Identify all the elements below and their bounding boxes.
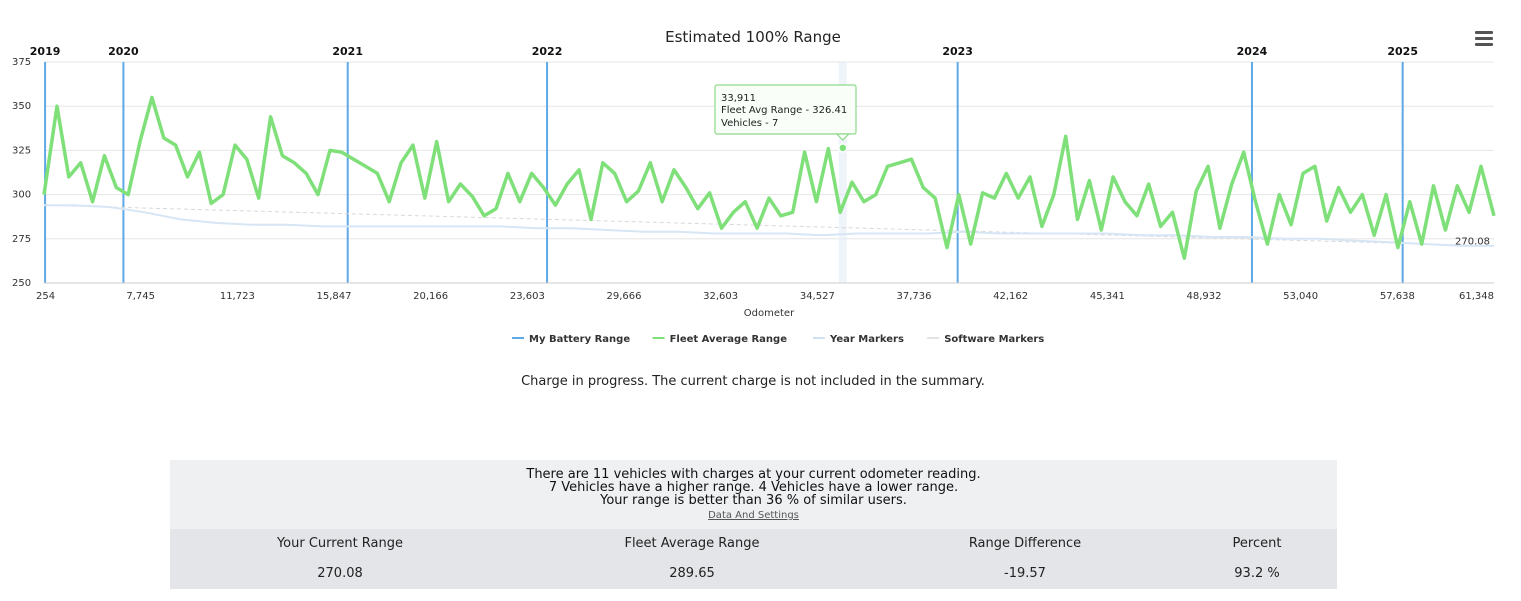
year-marker-label: 2020 (108, 45, 139, 58)
x-tick-label: 20,166 (413, 291, 448, 302)
menu-icon-bar (1475, 43, 1493, 46)
tooltip-range: Fleet Avg Range - 326.41 (721, 105, 847, 116)
x-tick-label: 29,666 (607, 291, 642, 302)
y-tick-label: 300 (12, 190, 31, 201)
chart-legend[interactable]: My Battery Range Fleet Average Range Year … (512, 334, 1044, 345)
range-chart: 2019 2020 2021 2022 2023 2024 2025 270.08 2502… (12, 28, 1496, 345)
stat-value: -19.57 (1004, 566, 1046, 581)
tooltip-box (714, 84, 857, 135)
x-tick-label: 32,603 (703, 291, 738, 302)
tooltip-vehicles: Vehicles - 7 (721, 118, 778, 129)
stat-fleet-average: Fleet Average Range 289.65 (582, 529, 802, 581)
legend-item[interactable]: Year Markers (813, 334, 904, 345)
stat-label: Fleet Average Range (624, 536, 760, 551)
year-marker-label: 2024 (1237, 45, 1268, 58)
tooltip-pointer (835, 133, 851, 141)
axes: 250 275 300 325 350 375 254 7,745 11,723 15,847 20… (12, 57, 1494, 302)
chart-title: Estimated 100% Range (665, 28, 841, 46)
y-tick-label: 375 (12, 57, 31, 68)
year-marker-label: 2025 (1387, 45, 1418, 58)
end-value-label: 270.08 (1455, 236, 1490, 247)
x-tick-label: 42,162 (993, 291, 1028, 302)
legend-label: Fleet Average Range (670, 334, 788, 345)
legend-item[interactable]: Software Markers (927, 334, 1044, 345)
trend-line (43, 204, 1495, 247)
stat-label: Your Current Range (276, 536, 404, 551)
year-marker-label: 2022 (532, 45, 563, 58)
legend-label: Year Markers (829, 334, 904, 345)
summary-line-3: Your range is better than 36 % of simila… (600, 493, 907, 508)
x-tick-label: 37,736 (897, 291, 932, 302)
stat-label: Percent (1232, 536, 1282, 551)
x-tick-label: 15,847 (317, 291, 352, 302)
legend-item[interactable]: My Battery Range (512, 334, 630, 345)
stat-value: 270.08 (317, 566, 363, 581)
data-settings-link[interactable]: Data And Settings (708, 510, 799, 521)
series-fleet-average-range (42, 95, 1496, 260)
x-tick-label: 53,040 (1283, 291, 1318, 302)
hover-band (838, 62, 847, 283)
x-tick-label: 57,638 (1380, 291, 1415, 302)
x-tick-label: 11,723 (220, 291, 255, 302)
chart-menu-button[interactable] (1472, 28, 1496, 50)
summary-line-2: 7 Vehicles have a higher range. 4 Vehicl… (548, 480, 959, 495)
tooltip-point (838, 143, 848, 153)
x-tick-label: 34,527 (800, 291, 835, 302)
summary-text: There are 11 vehicles with charges at yo… (170, 460, 1337, 522)
legend-item[interactable]: Fleet Average Range (652, 334, 788, 345)
y-tick-label: 325 (12, 145, 31, 156)
stats-table: Your Current Range 270.08 Fleet Average … (170, 529, 1337, 589)
series-my-battery-range (44, 204, 1494, 247)
charge-notice: Charge in progress. The current charge i… (521, 374, 985, 389)
x-tick-label: 61,348 (1459, 291, 1494, 302)
x-tick-label: 7,745 (126, 291, 155, 302)
series-lines: 270.08 (42, 95, 1496, 260)
y-tick-label: 275 (12, 234, 31, 245)
x-tick-label: 254 (36, 291, 55, 302)
menu-icon-bar (1475, 31, 1493, 34)
menu-icon-bar (1475, 37, 1493, 40)
stat-label: Range Difference (968, 536, 1082, 551)
stat-value: 93.2 % (1234, 566, 1280, 581)
summary-panel: There are 11 vehicles with charges at yo… (170, 460, 1337, 589)
legend-label: My Battery Range (529, 334, 630, 345)
year-marker-label: 2021 (332, 45, 363, 58)
year-markers: 2019 2020 2021 2022 2023 2024 2025 (30, 45, 1418, 283)
x-tick-label: 48,932 (1187, 291, 1222, 302)
year-marker-label: 2023 (942, 45, 973, 58)
y-tick-label: 350 (12, 101, 31, 112)
stat-range-difference: Range Difference -19.57 (915, 529, 1135, 581)
stat-percent: Percent 93.2 % (1177, 529, 1337, 581)
legend-label: Software Markers (944, 334, 1044, 345)
stat-value: 289.65 (669, 566, 715, 581)
x-axis-label: Odometer (744, 308, 795, 319)
x-tick-label: 23,603 (510, 291, 545, 302)
summary-line-1: There are 11 vehicles with charges at yo… (526, 467, 981, 482)
year-marker-label: 2019 (30, 45, 61, 58)
tooltip-odometer: 33,911 (721, 93, 756, 104)
stat-current-range: Your Current Range 270.08 (230, 529, 450, 581)
y-tick-label: 250 (12, 278, 31, 289)
x-tick-label: 45,341 (1090, 291, 1125, 302)
